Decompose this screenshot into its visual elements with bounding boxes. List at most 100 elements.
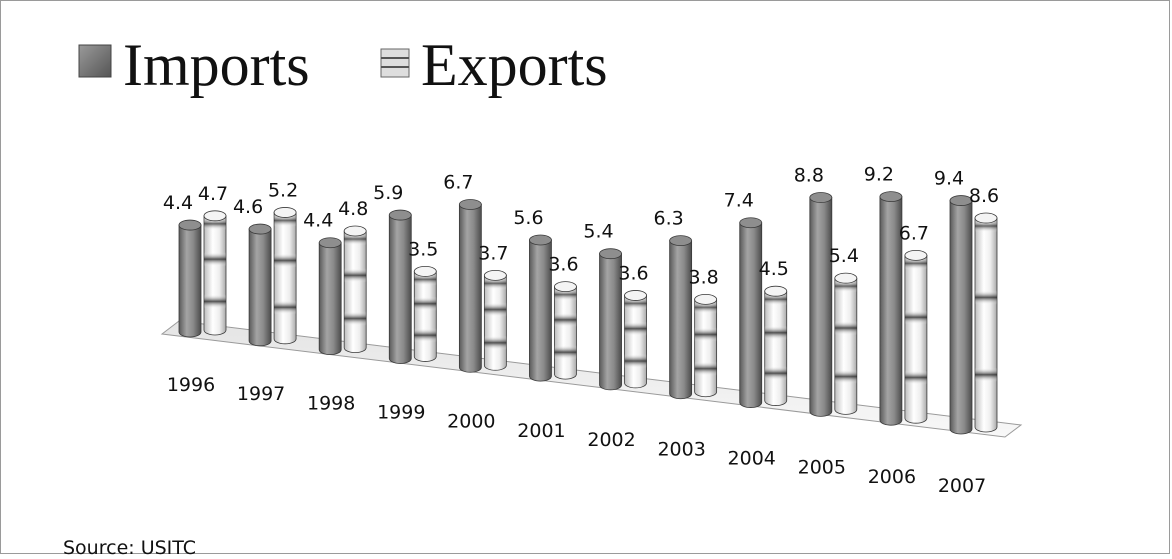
bar-exports-2001-band — [554, 345, 577, 360]
bar-imports-2006-body — [879, 196, 903, 426]
bar-imports-2000-body — [458, 204, 482, 373]
bar-exports-2003-band — [694, 301, 717, 314]
chart-floor — [160, 320, 1023, 438]
bar-exports-1999-cap — [413, 266, 437, 277]
bar-exports-2002-band — [624, 354, 647, 369]
data-label-imports: 9.4 — [934, 168, 964, 190]
bar-exports-2000-cap — [483, 269, 507, 281]
bar-exports-2001-band — [554, 312, 577, 327]
bar-exports-2001 — [554, 281, 577, 380]
bar-imports-2000 — [458, 199, 482, 373]
bar-exports-2007-band — [975, 367, 997, 382]
bar-imports-2006-cap — [879, 191, 903, 203]
bar-exports-2007 — [974, 212, 998, 433]
data-label-exports: 5.2 — [268, 179, 298, 201]
data-label-exports: 6.7 — [899, 222, 929, 244]
bar-exports-2000-body — [483, 274, 507, 371]
bar-imports-1997 — [248, 223, 272, 347]
bar-exports-2005-body — [834, 277, 858, 415]
bar-exports-1997-band — [274, 253, 297, 268]
data-label-exports: 4.7 — [198, 183, 228, 205]
bar-exports-2005-cap — [834, 272, 858, 284]
bar-exports-2000 — [483, 269, 507, 371]
bar-imports-2001-cap — [529, 234, 552, 246]
data-label-exports: 4.8 — [338, 198, 368, 220]
bar-imports-1996-cap — [178, 219, 202, 231]
bar-imports-2001-body — [529, 239, 552, 382]
data-label-exports: 3.6 — [548, 254, 578, 276]
bars-layer — [178, 191, 998, 435]
bar-imports-1999-body — [388, 214, 412, 364]
bar-imports-1997-cap — [248, 223, 272, 235]
bar-exports-1999 — [413, 266, 437, 362]
bar-imports-2004 — [739, 217, 763, 408]
bar-exports-2000-band — [484, 302, 507, 317]
bar-exports-2006-body — [904, 254, 928, 424]
legend-item-imports: Imports — [78, 32, 310, 98]
tick-label-x: 2004 — [728, 447, 776, 469]
data-label-imports: 5.6 — [513, 207, 543, 229]
data-label-imports: 6.3 — [654, 208, 684, 230]
bar-exports-2004-body — [764, 290, 788, 406]
bar-imports-1998-cap — [318, 237, 342, 249]
bar-exports-2006-cap — [904, 249, 928, 261]
tick-label-x: 2005 — [798, 457, 846, 479]
bar-imports-2004-body — [739, 222, 763, 408]
bar-imports-2000-cap — [458, 199, 482, 210]
tick-label-x: 1998 — [307, 392, 355, 414]
data-label-exports: 8.6 — [969, 185, 999, 207]
tick-label-x: 1999 — [377, 402, 425, 424]
data-label-imports: 4.4 — [303, 210, 333, 232]
bar-exports-2000-band — [484, 335, 507, 350]
bar-exports-1999-band — [414, 328, 437, 343]
bar-imports-2001 — [529, 234, 552, 382]
tick-label-x: 2002 — [587, 429, 635, 451]
bar-imports-1999 — [388, 209, 412, 364]
bar-imports-1996-body — [178, 224, 202, 338]
legend-item-exports: Exports — [380, 32, 608, 98]
bar-exports-1997-body — [273, 212, 297, 345]
bar-imports-1996 — [178, 219, 202, 338]
source-note: Source: USITC — [63, 537, 197, 559]
bar-exports-2007-band — [975, 290, 997, 305]
bar-exports-1996-cap — [203, 210, 227, 222]
bar-imports-2007 — [949, 195, 973, 435]
bar-exports-1997-band — [274, 300, 297, 315]
bar-imports-2005-body — [809, 197, 833, 417]
bar-imports-2005 — [809, 192, 833, 417]
bar-exports-1998-cap — [343, 225, 367, 237]
bar-imports-2002-cap — [599, 248, 622, 260]
bar-exports-1996 — [203, 210, 227, 336]
bar-imports-1997-body — [248, 228, 272, 347]
bar-imports-1998 — [318, 237, 342, 355]
bar-exports-2006 — [904, 249, 928, 424]
bar-imports-2007-cap — [949, 195, 973, 206]
tick-label-x: 1996 — [167, 374, 215, 396]
bar-exports-1998 — [343, 225, 367, 353]
bar-exports-2002-band — [624, 321, 647, 336]
bar-exports-2006-band — [904, 257, 927, 270]
tick-label-x: 2003 — [657, 438, 705, 460]
bar-exports-2001-cap — [554, 281, 577, 293]
bar-exports-2007-body — [974, 217, 998, 433]
bar-exports-1997-cap — [273, 207, 297, 218]
bar-exports-2003-cap — [694, 293, 718, 305]
bar-exports-2007-cap — [974, 212, 998, 224]
legend-label-imports: Imports — [123, 32, 310, 98]
bar-exports-2000-band — [484, 277, 507, 290]
bar-exports-2004 — [764, 285, 788, 406]
bar-exports-1998-band — [344, 232, 367, 245]
data-label-imports: 8.8 — [794, 165, 824, 187]
bar-exports-2006-band — [904, 310, 927, 325]
tick-label-x: 1997 — [237, 383, 285, 405]
bar-exports-1999-band — [414, 273, 437, 286]
legend-label-exports: Exports — [421, 32, 608, 98]
legend-swatch-exports — [380, 48, 410, 78]
data-label-exports: 4.5 — [759, 258, 789, 280]
bar-imports-2003-cap — [669, 235, 693, 247]
bar-exports-2003-band — [694, 361, 717, 376]
bar-imports-2005-cap — [809, 192, 833, 203]
bar-exports-1996-band — [204, 217, 226, 230]
bar-exports-1999-band — [414, 296, 437, 311]
bar-exports-1996-band — [204, 294, 226, 309]
